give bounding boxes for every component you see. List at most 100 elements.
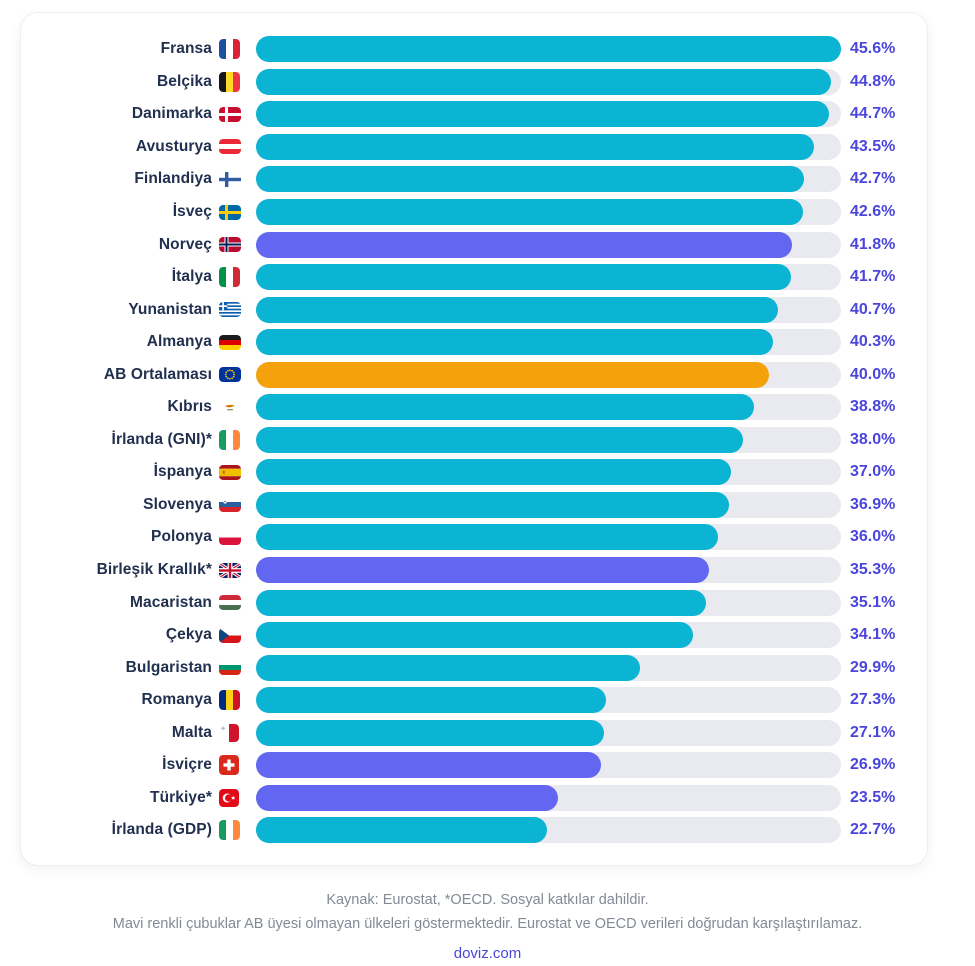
value-bar	[256, 264, 791, 291]
bar-track	[256, 264, 841, 291]
bar-track	[256, 752, 841, 779]
value-label: 37.0%	[850, 463, 896, 481]
value-label: 44.8%	[850, 72, 896, 90]
chart-row: Türkiye* 23.5%	[21, 782, 927, 815]
value-bar	[256, 784, 558, 811]
country-label: İsviçre	[162, 756, 212, 774]
belgium-flag-icon	[219, 71, 240, 92]
germany-flag-icon	[219, 334, 241, 350]
bar-track	[256, 36, 841, 63]
country-label: İrlanda (GDP)	[111, 821, 212, 839]
value-label: 38.0%	[850, 430, 896, 448]
doviz-com-link[interactable]: doviz.com	[453, 945, 522, 962]
chart-row: Slovenya 36.9%	[21, 489, 927, 522]
value-label: 42.7%	[850, 170, 896, 188]
bar-track	[256, 361, 841, 388]
country-label: AB Ortalaması	[103, 365, 212, 383]
denmark-flag-icon	[219, 106, 241, 122]
value-label: 23.5%	[850, 788, 896, 806]
bar-track	[256, 817, 841, 844]
value-bar	[256, 231, 793, 258]
value-label: 40.0%	[850, 365, 896, 383]
value-bar	[256, 296, 779, 323]
value-bar	[256, 719, 604, 746]
chart-row: İrlanda (GNI)* 38.0%	[21, 424, 927, 457]
footer-source-line: Kaynak: Eurostat, *OECD. Sosyal katkılar…	[326, 892, 649, 908]
value-bar	[256, 524, 718, 551]
value-bar	[256, 36, 841, 63]
switzerland-flag-icon	[219, 755, 239, 776]
country-label: Polonya	[151, 528, 212, 546]
value-bar	[256, 622, 694, 649]
chart-row: Macaristan 35.1%	[21, 586, 927, 619]
country-label: Bulgaristan	[125, 658, 212, 676]
country-label: Slovenya	[143, 495, 212, 513]
chart-row: Malta 27.1%	[21, 716, 927, 749]
bar-track	[256, 557, 841, 584]
country-label: İsveç	[172, 203, 212, 220]
value-bar	[256, 394, 754, 421]
bar-track	[256, 654, 841, 681]
country-label: İtalya	[171, 268, 212, 286]
value-bar	[256, 166, 804, 193]
chart-row: İsveç 42.6%	[21, 196, 927, 229]
finland-flag-icon	[219, 171, 241, 187]
chart-row: Norveç 41.8%	[21, 228, 927, 261]
value-label: 36.0%	[850, 528, 896, 546]
bar-track	[256, 784, 841, 811]
chart-row: Bulgaristan 29.9%	[21, 651, 927, 684]
france-flag-icon	[219, 39, 240, 60]
value-label: 41.8%	[850, 235, 896, 253]
spain-flag-icon	[219, 464, 241, 480]
value-label: 45.6%	[850, 40, 896, 58]
bar-track	[256, 589, 841, 616]
chart-row: Kıbrıs 38.8%	[21, 391, 927, 424]
chart-row: Çekya 34.1%	[21, 619, 927, 652]
norway-flag-icon	[219, 237, 241, 253]
value-label: 26.9%	[850, 756, 896, 774]
poland-flag-icon	[219, 529, 241, 545]
country-label: Kıbrıs	[167, 398, 212, 416]
uk-flag-icon	[219, 562, 241, 578]
chart-row: İspanya 37.0%	[21, 456, 927, 489]
malta-flag-icon	[219, 723, 239, 742]
romania-flag-icon	[219, 690, 240, 711]
bar-track	[256, 394, 841, 421]
bar-track	[256, 491, 841, 518]
value-label: 35.1%	[850, 593, 896, 611]
value-label: 42.6%	[850, 203, 896, 220]
country-label: Birleşik Krallık*	[96, 561, 212, 579]
chart-row: Avusturya 43.5%	[21, 131, 927, 164]
value-label: 41.7%	[850, 268, 896, 286]
bar-track	[256, 426, 841, 453]
bar-track	[256, 329, 841, 356]
country-label: Belçika	[157, 72, 212, 90]
country-label: Yunanistan	[128, 300, 212, 318]
value-bar	[256, 426, 744, 453]
value-bar	[256, 557, 709, 584]
country-label: Romanya	[141, 691, 212, 709]
value-bar	[256, 459, 731, 486]
country-label: Türkiye*	[150, 788, 212, 806]
country-label: Çekya	[165, 626, 212, 644]
ireland-flag-icon	[219, 820, 240, 841]
country-label: Norveç	[158, 235, 212, 253]
value-label: 40.3%	[850, 333, 896, 351]
chart-row: Almanya 40.3%	[21, 326, 927, 359]
value-bar	[256, 752, 602, 779]
value-bar	[256, 491, 730, 518]
slovenia-flag-icon	[219, 497, 241, 513]
chart-card: Fransa 45.6% Belçika 44.8% Danimarka 44.7% Avu…	[20, 12, 928, 866]
chart-row: Belçika 44.8%	[21, 66, 927, 99]
value-bar	[256, 68, 831, 95]
bulgaria-flag-icon	[219, 660, 241, 676]
cyprus-flag-icon	[219, 399, 241, 415]
value-label: 34.1%	[850, 626, 896, 644]
eu-flag-icon	[219, 367, 241, 383]
chart-rows: Fransa 45.6% Belçika 44.8% Danimarka 44.7% Avu…	[21, 33, 927, 847]
country-label: İspanya	[153, 463, 212, 481]
value-label: 22.7%	[850, 821, 896, 839]
chart-row: Romanya 27.3%	[21, 684, 927, 717]
bar-track	[256, 687, 841, 714]
value-bar	[256, 199, 803, 225]
